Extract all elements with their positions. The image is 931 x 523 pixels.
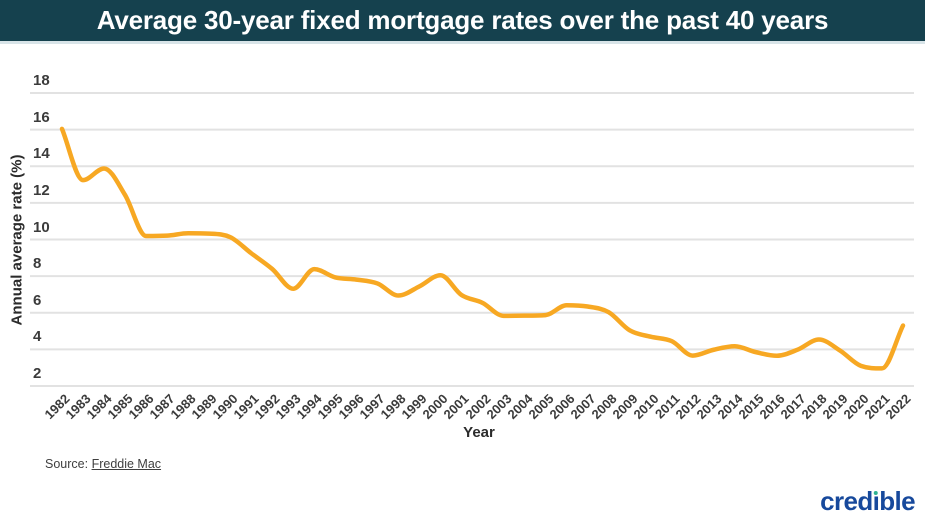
logo-i-glyph: ı (872, 486, 880, 516)
chart-title: Average 30-year fixed mortgage rates ove… (96, 5, 829, 35)
source-link[interactable]: Freddie Mac (91, 457, 162, 471)
logo-i-dot (873, 490, 879, 495)
y-axis-title: Annual average rate (%) (8, 154, 26, 326)
source-prefix-label: Source: (45, 457, 92, 471)
y-tick-label: 16 (33, 108, 50, 126)
logo-text-part2: ble (879, 486, 915, 516)
y-tick-label: 12 (33, 181, 50, 199)
y-tick-label: 10 (33, 218, 50, 236)
credible-logo: cred ıble (820, 486, 916, 516)
y-tick-label: 4 (33, 328, 42, 346)
y-tick-label: 14 (33, 145, 50, 163)
x-axis-title: Year (463, 424, 495, 441)
mortgage-rate-line (59, 126, 906, 371)
y-tick-label: 18 (33, 72, 50, 89)
chart-title-bar: Average 30-year fixed mortgage rates ove… (0, 0, 925, 44)
logo-text-part1: cred (820, 486, 873, 516)
y-tick-label: 8 (33, 255, 42, 273)
logo-letter-i: ı (873, 488, 880, 514)
y-tick-label: 2 (33, 365, 42, 382)
y-tick-label: 6 (33, 291, 42, 309)
source-note: Source: Freddie Mac (45, 457, 161, 471)
